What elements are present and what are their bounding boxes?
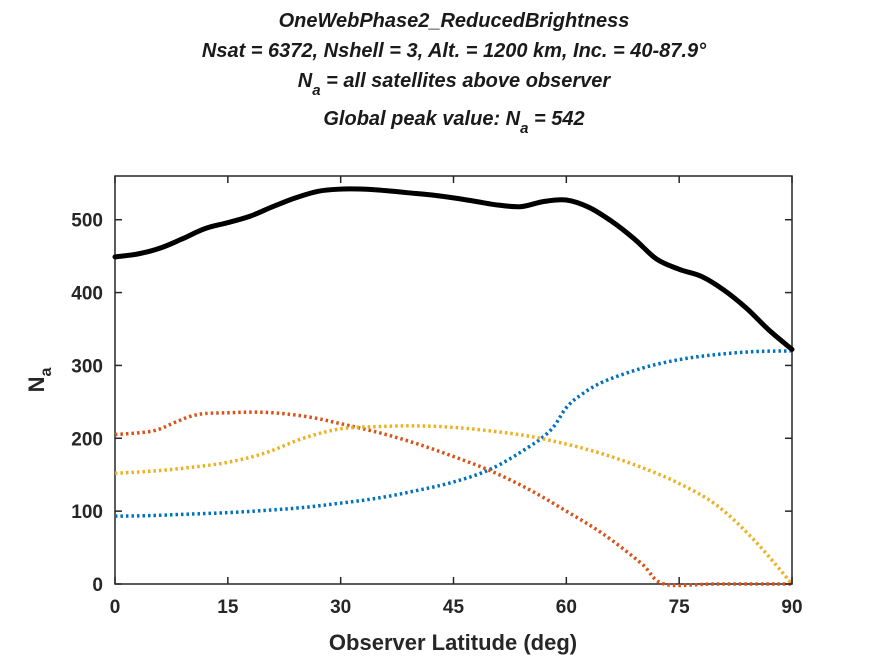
x-tick-label: 75 xyxy=(669,597,691,618)
chart-title-line-4: Global peak value: Na = 542 xyxy=(323,108,584,137)
chart-title-line-4-prefix: Global peak value: N xyxy=(323,108,520,130)
chart-title-line-4-subscript: a xyxy=(520,120,528,137)
x-tick-label: 15 xyxy=(217,597,239,618)
x-tick-label: 0 xyxy=(110,597,121,618)
chart-title-line-3-prefix: N xyxy=(298,70,313,92)
x-tick-label: 90 xyxy=(781,597,802,618)
x-tick-label: 30 xyxy=(330,597,351,618)
series-line-2 xyxy=(114,349,793,518)
y-tick-label: 100 xyxy=(71,502,103,523)
plot-area xyxy=(114,175,793,585)
y-tick-label: 200 xyxy=(71,429,103,450)
x-tick-label: 60 xyxy=(556,597,577,618)
chart-title-line-4-suffix: = 542 xyxy=(528,108,584,130)
chart-title-line-3: Na = all satellites above observer xyxy=(298,70,612,99)
x-tick-label: 45 xyxy=(443,597,465,618)
y-axis-label: Na xyxy=(24,368,55,393)
y-axis-label-subscript: a xyxy=(38,368,55,377)
series-line-1 xyxy=(112,186,795,352)
x-axis-label: Observer Latitude (deg) xyxy=(329,630,577,655)
chart-title-line-3-subscript: a xyxy=(312,82,320,99)
y-tick-label: 500 xyxy=(71,211,103,232)
chart-title-line-1: OneWebPhase2_ReducedBrightness xyxy=(279,10,630,32)
y-tick-label: 0 xyxy=(92,575,103,596)
chart-title-line-3-suffix: = all satellites above observer xyxy=(321,70,612,92)
series-line-4 xyxy=(114,424,794,586)
y-axis-label-main: N xyxy=(24,377,49,393)
y-tick-label: 300 xyxy=(71,356,103,377)
y-tick-label: 400 xyxy=(71,284,103,305)
series-layer xyxy=(112,186,795,588)
chart-title-line-2: Nsat = 6372, Nshell = 3, Alt. = 1200 km,… xyxy=(202,40,707,62)
ticks-layer: 0 15 30 45 60 75 90 0 100 200 300 400 500 xyxy=(71,176,803,618)
